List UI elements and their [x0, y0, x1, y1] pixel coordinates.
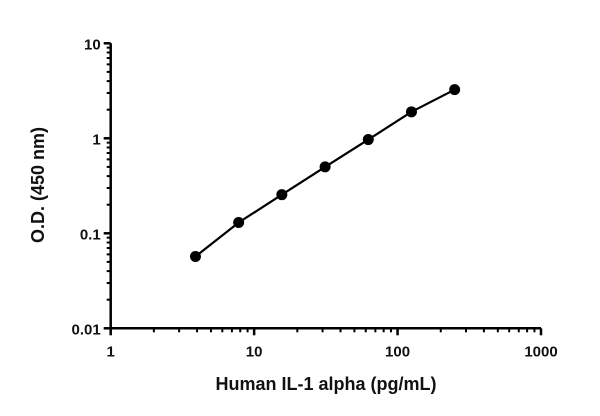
y-tick-label: 0.01 [71, 321, 100, 338]
y-tick-label: 10 [84, 36, 101, 53]
x-tick-label: 1 [107, 343, 115, 360]
data-point [276, 189, 288, 201]
y-tick-label: 0.1 [80, 226, 101, 243]
data-point [449, 84, 461, 96]
y-axis-title: O.D. (450 nm) [28, 127, 48, 243]
x-tick-labels: 1 10 100 1000 [107, 343, 558, 360]
x-tick-label: 100 [385, 343, 410, 360]
x-axis-title: Human IL-1 alpha (pg/mL) [215, 374, 436, 394]
data-point [233, 216, 245, 228]
data-point [189, 250, 201, 262]
y-tick-label: 1 [92, 131, 100, 148]
x-tick-label: 10 [246, 343, 263, 360]
x-tick-label: 1000 [524, 343, 557, 360]
data-point [405, 106, 417, 118]
data-point [319, 161, 331, 173]
series [189, 84, 461, 262]
y-tick-labels: 0.01 0.1 1 10 [71, 36, 100, 338]
axes [103, 42, 543, 336]
data-point [362, 134, 374, 146]
